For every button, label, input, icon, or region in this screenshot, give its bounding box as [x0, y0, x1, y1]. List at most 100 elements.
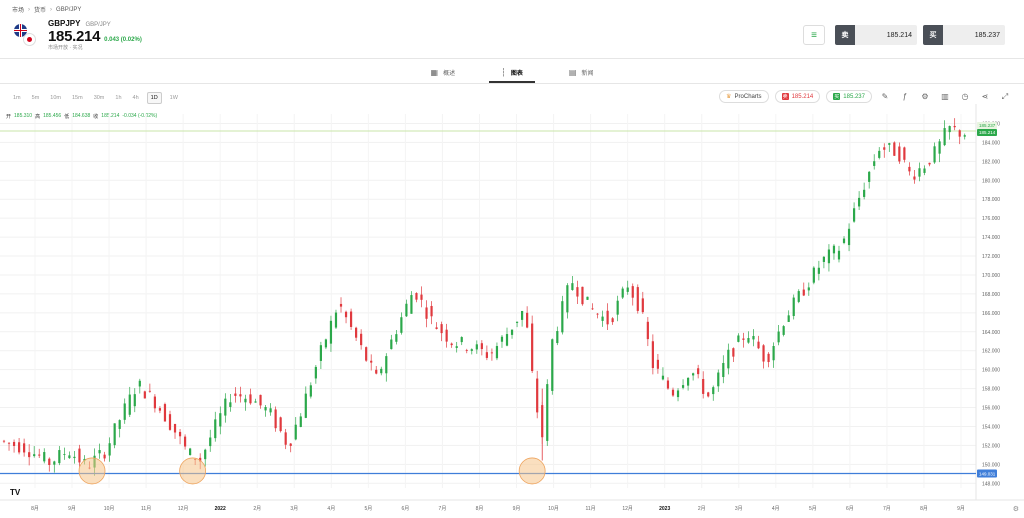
candle-body — [943, 128, 946, 146]
breadcrumb-currencies[interactable]: 货币 — [34, 8, 47, 14]
candle-body — [591, 308, 594, 310]
timeframe-1d[interactable]: 1D — [146, 92, 162, 104]
candle-body — [571, 283, 574, 290]
chart-settings-icon[interactable]: ⚙ — [1012, 506, 1019, 513]
tradingview-logo-icon: TV — [10, 488, 21, 497]
tab-chart[interactable]: ┆ 图表 — [489, 61, 535, 83]
open-label: 开 — [6, 114, 12, 120]
breadcrumb-markets[interactable]: 市场 — [12, 8, 25, 14]
candle-body — [68, 455, 71, 459]
candle-body — [948, 126, 951, 133]
candle-body — [888, 143, 891, 145]
candle-body — [832, 245, 836, 254]
clock-icon[interactable]: ◷ — [961, 92, 969, 101]
candle-body — [712, 387, 715, 395]
candle-body — [63, 454, 66, 455]
news-icon: ▤ — [568, 67, 577, 77]
low-label: 低 — [64, 114, 70, 120]
timeframe-1h[interactable]: 1h — [115, 95, 122, 101]
candle-body — [953, 125, 956, 128]
candle-body — [219, 413, 222, 427]
candle-body — [817, 267, 820, 274]
candle-body — [375, 369, 378, 374]
sell-tag: 卖 — [781, 93, 789, 100]
buy-button[interactable]: 买 185.237 — [923, 25, 1005, 45]
candle-body — [339, 303, 343, 307]
candle-body — [702, 378, 705, 394]
chart-type-icon[interactable]: ▥ — [941, 92, 949, 101]
price-chart[interactable]: 186.000184.000182.000180.000178.000176.0… — [0, 104, 1024, 518]
candle-body — [551, 339, 554, 391]
candle-body — [284, 432, 287, 445]
chart-sell-button[interactable]: 卖 185.214 — [774, 90, 821, 103]
chart-toolbar: ♛ ProCharts 卖 185.214 买 185.237 ✎ ƒ ⚙ ▥ … — [719, 90, 1012, 103]
candle-body — [309, 385, 312, 397]
candle-body — [722, 362, 725, 378]
instrument-name: GBP/JPY — [85, 22, 111, 28]
candle-body — [133, 394, 136, 407]
candle-body — [344, 311, 348, 318]
candle-body — [797, 291, 800, 302]
chart-buy-button[interactable]: 买 185.237 — [826, 90, 872, 103]
share-icon[interactable]: ⋖ — [981, 92, 989, 101]
tab-overview[interactable]: ▦ 概述 — [419, 61, 468, 83]
candle-body — [883, 147, 886, 150]
y-tick-label: 160.000 — [982, 368, 1000, 374]
y-tick-label: 182.000 — [982, 159, 1000, 165]
timeframe-1m[interactable]: 1m — [13, 95, 21, 101]
x-tick-label: 2月 — [698, 506, 706, 512]
y-tick-label: 176.000 — [982, 216, 1000, 222]
candle-body — [380, 368, 383, 374]
timeframe-5m[interactable]: 5m — [31, 95, 40, 101]
buy-tag: 买 — [833, 93, 841, 100]
tab-news[interactable]: ▤ 新闻 — [557, 61, 606, 83]
sell-price: 185.214 — [855, 25, 917, 45]
candle-body — [641, 298, 644, 313]
tab-label: 图表 — [510, 70, 523, 77]
chevron-right-icon: › — [50, 6, 53, 13]
fullscreen-icon[interactable]: ⤢ — [1001, 91, 1009, 101]
candle-body — [651, 341, 654, 369]
candle-body — [707, 392, 710, 397]
candle-body — [717, 372, 720, 387]
x-tick-label: 7月 — [883, 506, 891, 512]
candle-body — [299, 416, 302, 427]
y-tick-label: 158.000 — [982, 387, 1000, 393]
current-price: 185.214 — [48, 28, 101, 45]
candle-body — [23, 443, 26, 453]
timeframe-15m[interactable]: 15m — [71, 95, 83, 101]
y-tick-label: 170.000 — [982, 273, 1000, 279]
timeframe-1w[interactable]: 1W — [169, 95, 178, 101]
y-tick-label: 148.000 — [982, 481, 1000, 487]
indicators-icon[interactable]: ƒ — [902, 92, 908, 101]
candle-body — [561, 301, 564, 333]
candle-body — [113, 423, 116, 446]
timeframe-4h[interactable]: 4h — [132, 95, 139, 101]
chart-sell-price: 185.214 — [791, 93, 814, 100]
candle-body — [289, 443, 292, 446]
buy-label: 买 — [923, 25, 943, 45]
candle-body — [254, 401, 257, 403]
candle-body — [334, 312, 338, 328]
sell-button[interactable]: 卖 185.214 — [835, 25, 917, 45]
candle-body — [646, 321, 649, 340]
x-tick-label: 10月 — [104, 506, 115, 512]
timeframe-10m[interactable]: 10m — [50, 95, 61, 101]
prochart-button[interactable]: ♛ ProCharts — [719, 90, 769, 103]
draw-icon[interactable]: ✎ — [881, 92, 889, 101]
candle-body — [767, 353, 770, 363]
settings-icon[interactable]: ⚙ — [921, 92, 929, 101]
add-to-watchlist-button[interactable]: ≡ — [803, 25, 825, 45]
candle-body — [183, 436, 187, 447]
support-price-label: 149.031 — [979, 472, 996, 477]
candle-body — [858, 197, 861, 207]
candle-body — [601, 316, 604, 321]
x-tick-label: 8月 — [31, 506, 39, 512]
candle-body — [666, 380, 670, 389]
candle-body — [440, 324, 443, 334]
candle-body — [576, 287, 579, 297]
candle-body — [485, 352, 488, 358]
candle-body — [671, 389, 675, 396]
y-tick-label: 162.000 — [982, 349, 1000, 355]
timeframe-30m[interactable]: 30m — [93, 95, 105, 101]
